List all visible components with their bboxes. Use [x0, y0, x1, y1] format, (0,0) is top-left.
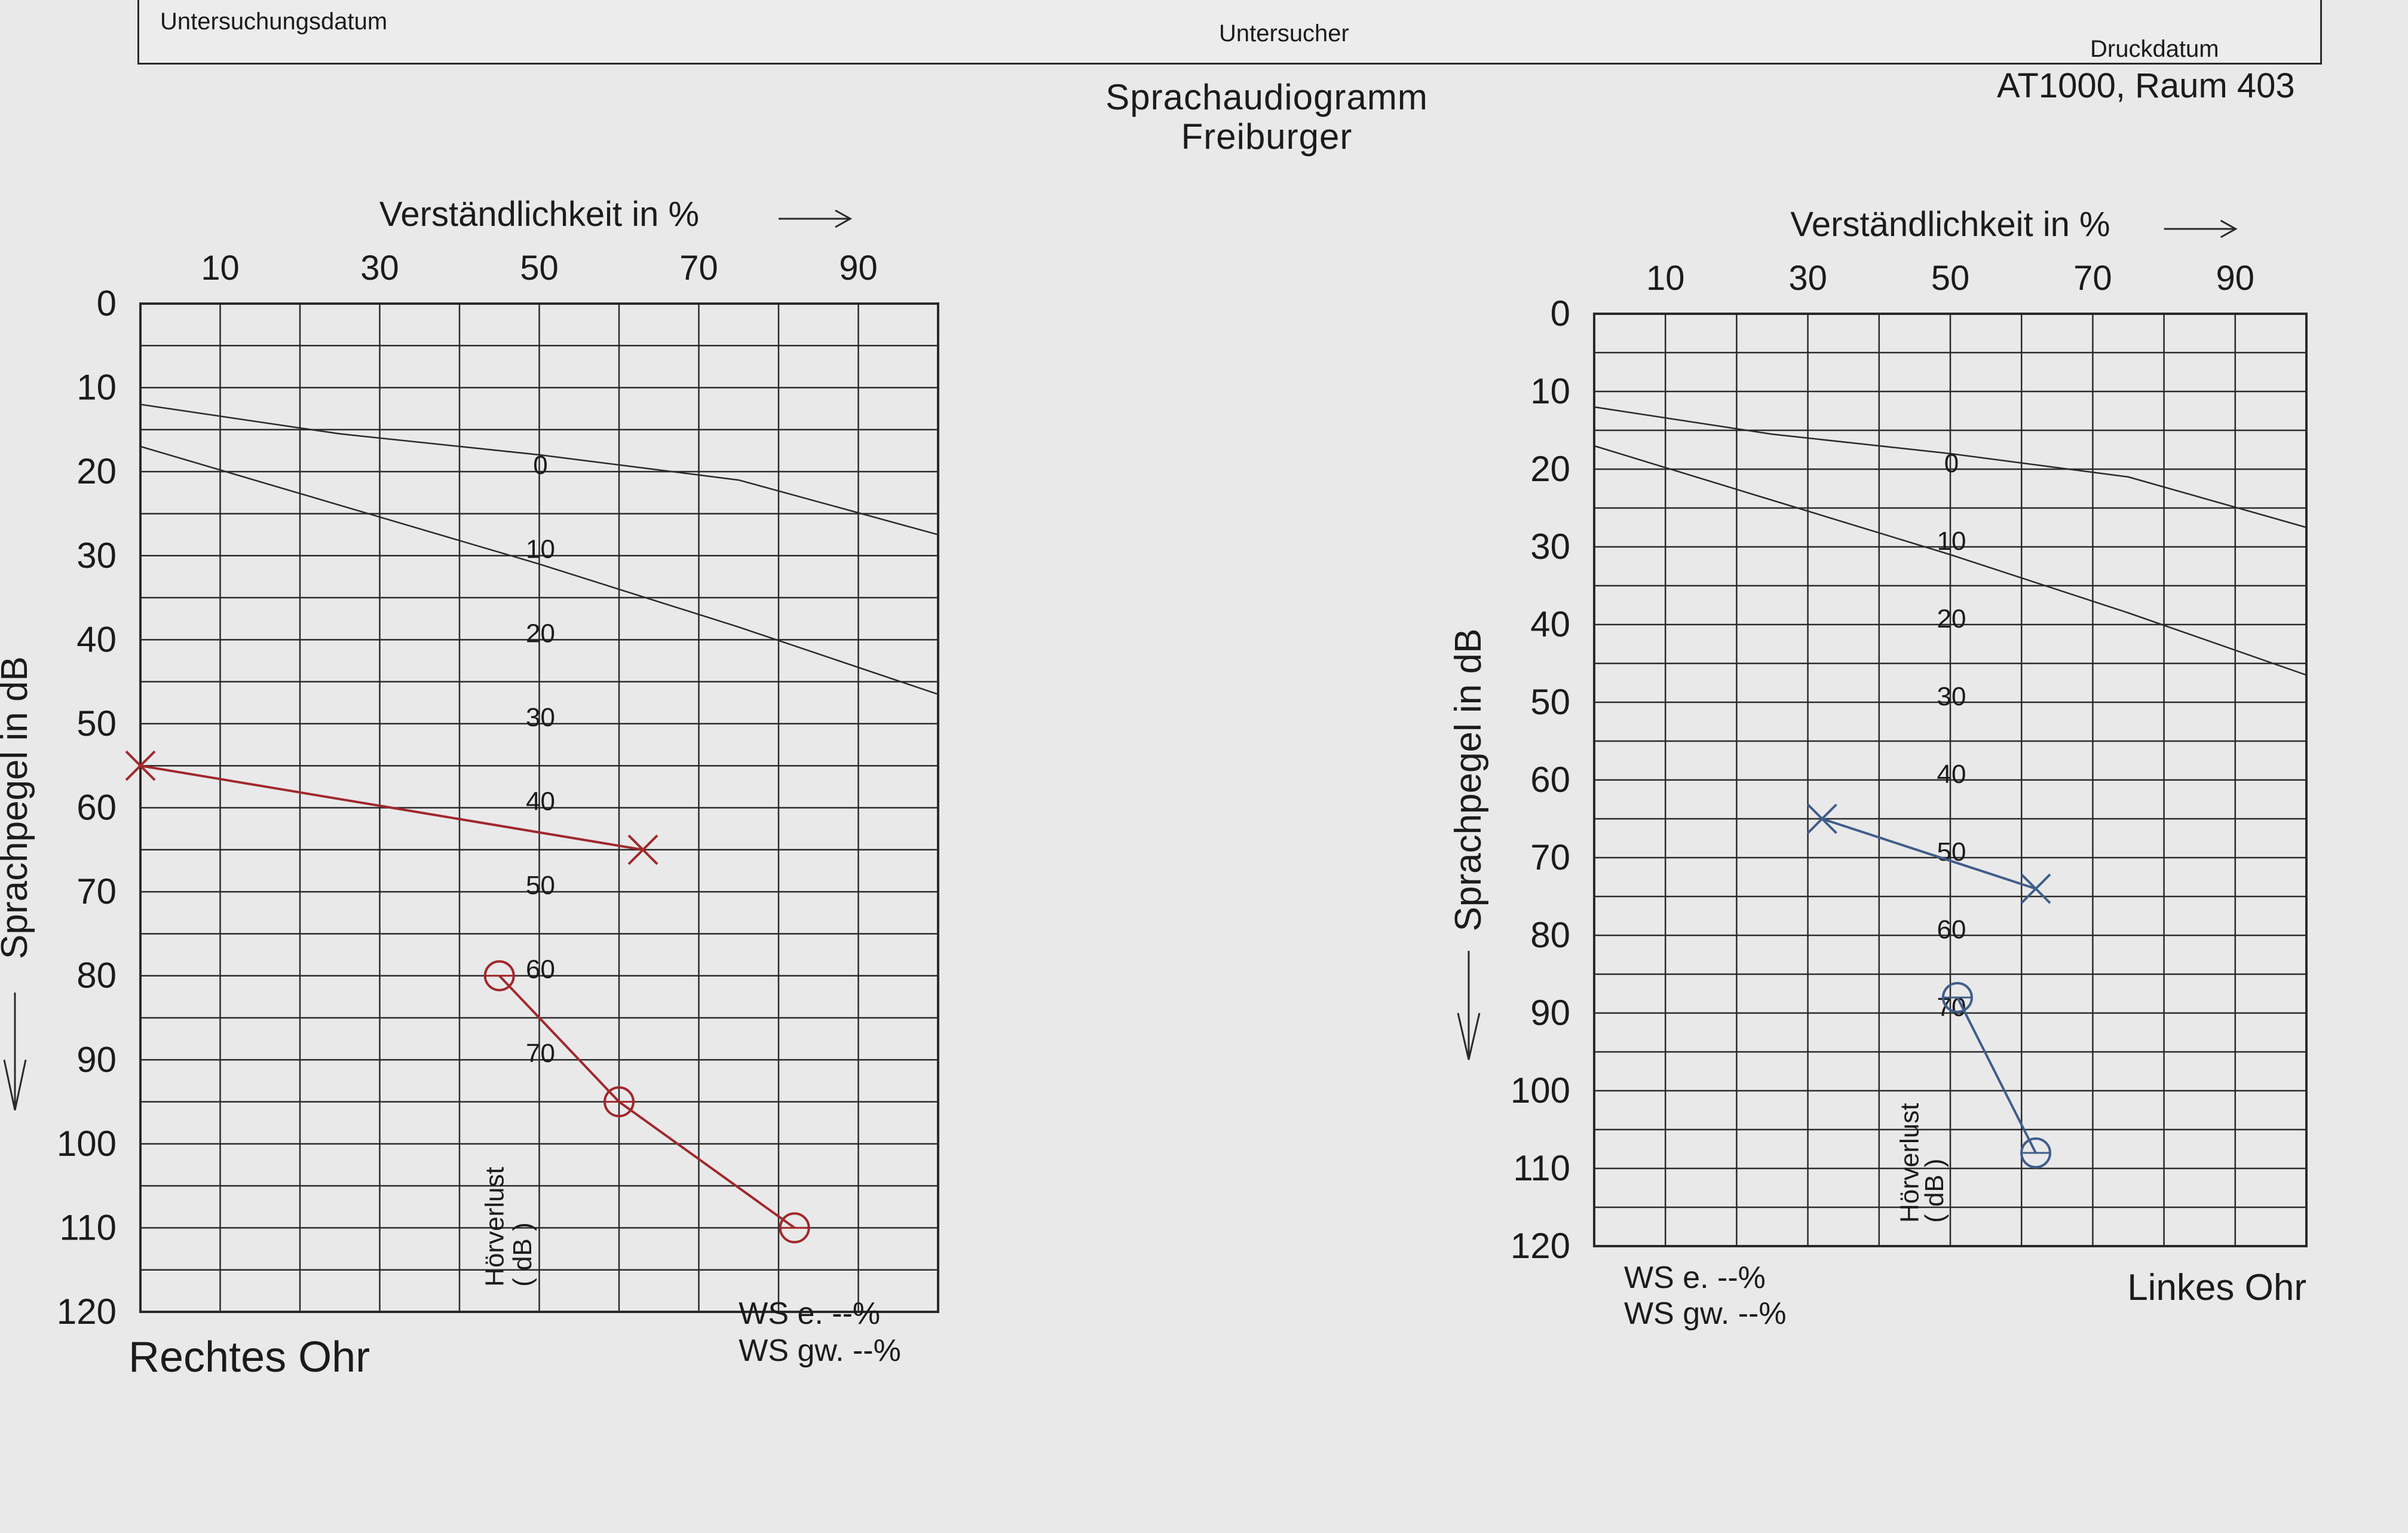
- y-tick-label: 110: [59, 1207, 117, 1247]
- y-tick-label: 120: [1511, 1226, 1570, 1266]
- y-tick-label: 100: [57, 1124, 117, 1164]
- y-tick-label: 120: [57, 1292, 117, 1332]
- y-tick-label: 70: [76, 871, 117, 911]
- audiogram-left: 0 10 20 30 40 50 60 70 Hörverlust( dB ) 10 30 50 70 9…: [1448, 205, 2308, 1331]
- x-axis-arrow: [2164, 219, 2238, 238]
- reference-curve-1: [1594, 406, 2307, 528]
- y-tick-label: 30: [1530, 527, 1570, 567]
- data-point-cross: [1807, 803, 1837, 834]
- x-tick-label: 50: [1931, 259, 1970, 298]
- hearing-loss-tick-label: 70: [526, 1039, 555, 1068]
- x-tick-label: 10: [201, 249, 240, 287]
- hearing-loss-tick-label: 50: [526, 871, 555, 900]
- data-point-cross: [125, 750, 156, 781]
- x-tick-label: 90: [2216, 259, 2255, 298]
- y-tick-label: 40: [1530, 604, 1570, 644]
- y-tick-label: 70: [1530, 837, 1570, 877]
- x-tick-label: 30: [1788, 259, 1827, 298]
- hearing-loss-tick-label: 30: [526, 703, 555, 732]
- device-room-label: AT1000, Raum 403: [1997, 66, 2295, 105]
- header-form: [137, 0, 2322, 65]
- y-tick-label: 10: [76, 368, 117, 408]
- hearing-loss-tick-label: 0: [1944, 449, 1959, 478]
- chart-title: Sprachaudiogramm: [1105, 77, 1428, 117]
- data-point-cross: [627, 834, 658, 865]
- ws-e-label: WS e. --%: [1624, 1260, 1766, 1295]
- data-point-cross: [2020, 873, 2051, 904]
- print-date-label: Druckdatum: [2090, 36, 2219, 62]
- x-tick-label: 90: [839, 249, 878, 287]
- hearing-loss-tick-label: 10: [1937, 527, 1966, 556]
- hearing-loss-tick-label: 60: [526, 955, 555, 984]
- y-tick-label: 60: [76, 788, 117, 828]
- hearing-loss-tick-label: 40: [1937, 760, 1966, 789]
- x-tick-label: 50: [520, 249, 559, 287]
- series-line-cross: [140, 764, 644, 851]
- hearing-loss-tick-label: 0: [533, 451, 547, 480]
- hearing-loss-unit-label: ( dB ): [1920, 1158, 1949, 1223]
- reference-curve-1: [140, 403, 939, 536]
- reference-curve-2: [1594, 445, 2307, 676]
- examiner-label: Untersucher: [1219, 20, 1349, 47]
- x-axis-arrow: [779, 209, 853, 228]
- y-tick-label: 0: [1551, 293, 1570, 333]
- hearing-loss-unit-label: ( dB ): [508, 1222, 537, 1287]
- y-tick-label: 0: [97, 283, 117, 323]
- series-line-cross: [1821, 818, 2036, 890]
- ear-label: Rechtes Ohr: [128, 1333, 370, 1381]
- hearing-loss-tick-label: 40: [526, 787, 555, 816]
- hearing-loss-tick-label: 20: [1937, 604, 1966, 634]
- y-tick-label: 60: [1530, 760, 1570, 800]
- x-axis-label: Verständlichkeit in %: [379, 195, 699, 234]
- y-tick-label: 100: [1511, 1070, 1570, 1110]
- ear-label: Linkes Ohr: [2127, 1267, 2306, 1308]
- y-tick-label: 90: [76, 1039, 117, 1079]
- series-line-circle: [1956, 997, 2037, 1153]
- y-tick-label: 50: [76, 703, 117, 743]
- x-tick-label: 10: [1646, 259, 1685, 298]
- y-axis-label: Sprachpegel in dB: [0, 656, 35, 959]
- hearing-loss-tick-label: 30: [1937, 682, 1966, 711]
- y-tick-label: 40: [76, 619, 117, 659]
- x-tick-label: 30: [360, 249, 399, 287]
- y-tick-label: 10: [1530, 371, 1570, 411]
- x-axis-label: Verständlichkeit in %: [1790, 205, 2110, 244]
- y-tick-label: 110: [1513, 1148, 1570, 1188]
- chart-subtitle: Freiburger: [1181, 117, 1353, 157]
- hearing-loss-label: Hörverlust: [480, 1167, 509, 1287]
- ws-e-label: WS e. --%: [739, 1296, 880, 1331]
- x-tick-label: 70: [2073, 259, 2112, 298]
- x-tick-label: 70: [679, 249, 718, 287]
- audiogram-right: 0 10 20 30 40 50 60 70 Hörverlust( dB ) 10 30 50 70 9…: [0, 195, 939, 1381]
- y-tick-label: 50: [1530, 682, 1570, 722]
- y-tick-label: 80: [76, 956, 117, 996]
- hearing-loss-tick-label: 20: [526, 619, 555, 648]
- y-tick-label: 80: [1530, 915, 1570, 955]
- reference-curve-2: [140, 445, 939, 695]
- ws-gw-label: WS gw. --%: [1624, 1296, 1787, 1331]
- y-tick-label: 20: [76, 451, 117, 491]
- hearing-loss-tick-label: 10: [526, 535, 555, 564]
- y-tick-label: 20: [1530, 449, 1570, 489]
- exam-date-label: Untersuchungsdatum: [160, 8, 388, 35]
- y-axis-arrow: [1457, 951, 1481, 1060]
- hearing-loss-label: Hörverlust: [1895, 1103, 1924, 1223]
- hearing-loss-tick-label: 60: [1937, 915, 1966, 944]
- y-tick-label: 30: [76, 536, 117, 576]
- y-axis-arrow: [3, 992, 27, 1110]
- y-axis-label: Sprachpegel in dB: [1448, 629, 1489, 932]
- y-tick-label: 90: [1530, 993, 1570, 1033]
- ws-gw-label: WS gw. --%: [739, 1333, 901, 1368]
